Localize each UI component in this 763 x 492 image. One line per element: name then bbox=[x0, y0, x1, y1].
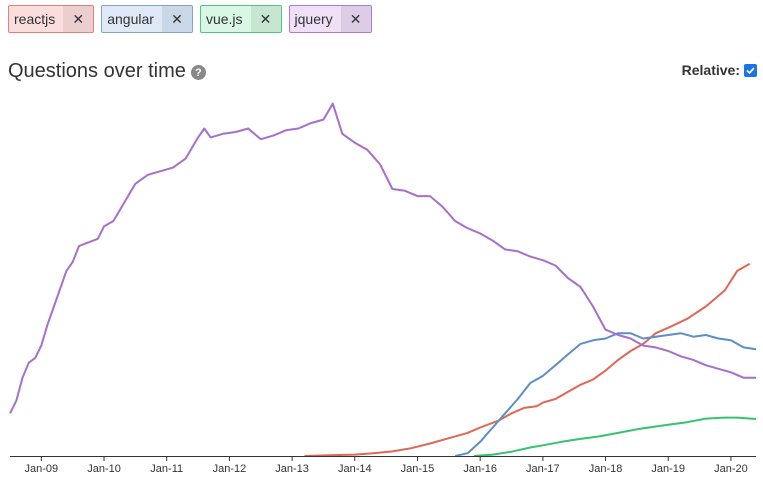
x-tick-label: Jan-11 bbox=[150, 463, 183, 475]
relative-toggle: Relative: bbox=[682, 62, 757, 78]
remove-jquery-close-icon[interactable]: ✕ bbox=[340, 6, 371, 32]
x-tick-label: Jan-13 bbox=[275, 463, 309, 475]
relative-checkbox[interactable] bbox=[744, 63, 757, 77]
series-line-vuejs bbox=[473, 416, 757, 457]
x-tick-label: Jan-20 bbox=[714, 463, 748, 475]
x-tick-label: Jan-17 bbox=[526, 463, 560, 475]
series-line-jquery bbox=[9, 102, 756, 414]
x-tick-label: Jan-18 bbox=[589, 463, 623, 475]
tag-label: vue.js bbox=[205, 11, 243, 27]
chart-title-row: Questions over time ? bbox=[8, 60, 206, 83]
tag-angular: angular ✕ bbox=[101, 5, 193, 33]
series-line-angular bbox=[454, 332, 757, 457]
x-tick-label: Jan-19 bbox=[651, 463, 685, 475]
x-tick-label: Jan-14 bbox=[338, 463, 372, 475]
x-tick-label: Jan-09 bbox=[25, 463, 59, 475]
x-tick-label: Jan-15 bbox=[401, 463, 435, 475]
x-tick-label: Jan-10 bbox=[87, 463, 121, 475]
help-icon[interactable]: ? bbox=[190, 65, 206, 80]
remove-vuejs-close-icon[interactable]: ✕ bbox=[250, 6, 281, 32]
remove-reactjs-close-icon[interactable]: ✕ bbox=[63, 6, 94, 32]
x-tick-label: Jan-12 bbox=[213, 463, 247, 475]
tag-jquery: jquery ✕ bbox=[288, 5, 372, 33]
x-tick-label: Jan-16 bbox=[463, 463, 497, 475]
chart-title: Questions over time bbox=[8, 60, 186, 82]
tag-vuejs: vue.js ✕ bbox=[199, 5, 282, 33]
tag-list: reactjs ✕ angular ✕ vue.js ✕ jquery ✕ bbox=[8, 5, 372, 33]
tag-reactjs: reactjs ✕ bbox=[8, 5, 95, 33]
checkmark-icon bbox=[746, 66, 755, 74]
series-line-reactjs bbox=[304, 262, 751, 457]
tag-label: jquery bbox=[294, 11, 333, 27]
relative-label: Relative: bbox=[681, 62, 740, 78]
tag-label: angular bbox=[107, 11, 154, 27]
remove-angular-close-icon[interactable]: ✕ bbox=[161, 6, 192, 32]
tag-label: reactjs bbox=[14, 11, 56, 27]
